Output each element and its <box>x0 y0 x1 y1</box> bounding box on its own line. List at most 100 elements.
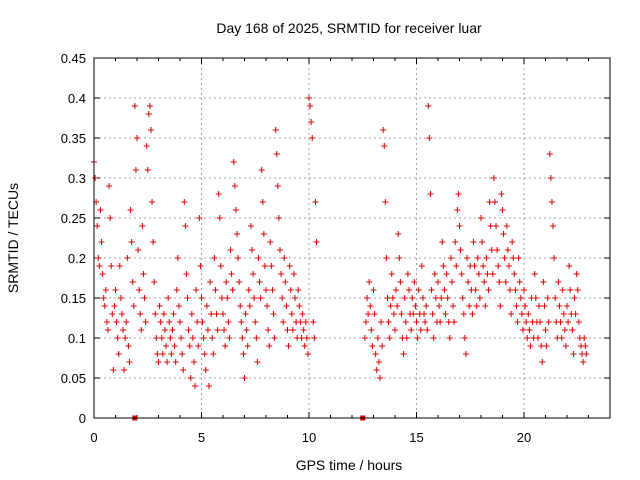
data-point <box>92 175 99 181</box>
data-point <box>390 311 397 317</box>
data-point <box>512 287 519 293</box>
data-point <box>386 335 393 341</box>
data-point <box>296 303 303 309</box>
plot-frame <box>93 57 611 419</box>
data-point <box>387 303 394 309</box>
data-point <box>470 239 477 245</box>
data-point <box>567 287 574 293</box>
data-point <box>179 351 186 357</box>
y-tick-label: 0.45 <box>61 51 86 66</box>
data-point <box>290 271 297 277</box>
y-tick-label: 0.4 <box>68 91 86 106</box>
data-point <box>380 127 387 133</box>
data-point <box>422 319 429 325</box>
data-point <box>107 215 114 221</box>
data-point <box>160 311 167 317</box>
data-point <box>273 151 280 157</box>
data-point <box>410 311 417 317</box>
data-point <box>173 287 180 293</box>
data-point <box>418 263 425 269</box>
data-point <box>226 335 233 341</box>
data-point <box>415 287 422 293</box>
data-point <box>270 311 277 317</box>
data-point <box>405 287 412 293</box>
data-point <box>302 319 309 325</box>
data-point <box>210 351 217 357</box>
data-point <box>213 311 220 317</box>
data-point <box>451 319 458 325</box>
data-point <box>547 175 554 181</box>
data-point <box>193 287 200 293</box>
data-point <box>564 303 570 309</box>
data-point <box>570 351 577 357</box>
data-point <box>571 295 578 301</box>
data-point <box>298 335 305 341</box>
data-point <box>538 343 545 349</box>
data-point <box>208 311 215 317</box>
data-point <box>459 295 466 301</box>
data-point <box>199 319 206 325</box>
data-point <box>452 239 459 245</box>
data-point <box>95 255 102 261</box>
data-point <box>130 303 137 309</box>
data-point <box>255 255 262 261</box>
data-point <box>181 199 188 205</box>
data-point <box>222 343 229 349</box>
data-point <box>259 199 266 205</box>
data-point <box>572 311 579 317</box>
data-point <box>439 239 446 245</box>
data-point <box>243 327 250 333</box>
data-point <box>423 303 430 309</box>
data-point <box>303 335 310 341</box>
y-tick-label: 0 <box>79 411 86 426</box>
data-point <box>517 295 524 301</box>
data-point <box>557 319 564 325</box>
data-point <box>149 199 156 205</box>
data-point <box>269 287 276 293</box>
data-point <box>574 287 581 293</box>
data-point <box>455 191 462 197</box>
data-point <box>118 311 125 317</box>
data-point <box>289 327 296 333</box>
data-point <box>543 343 550 349</box>
data-point <box>503 223 510 229</box>
data-point <box>126 359 133 365</box>
x-tick-label: 20 <box>517 430 531 445</box>
data-point <box>429 311 436 317</box>
data-point <box>394 303 401 309</box>
data-point <box>256 279 263 285</box>
data-point <box>284 327 291 333</box>
data-points <box>91 95 590 389</box>
data-point <box>251 295 258 301</box>
data-point <box>484 271 491 277</box>
data-point <box>131 103 138 109</box>
data-point <box>206 383 213 389</box>
data-point <box>519 327 526 333</box>
data-point <box>490 175 497 181</box>
data-point <box>187 375 194 381</box>
data-point <box>464 255 471 261</box>
data-point <box>527 343 534 349</box>
data-point <box>499 207 506 213</box>
axis-ticks: 0 0.05 0.1 0.15 0.2 0.25 0.3 0.35 0.4 0.45 0 5 10 15 2… <box>61 51 610 445</box>
data-point <box>201 351 208 357</box>
y-tick-label: 0.25 <box>61 211 86 226</box>
data-point <box>261 263 268 269</box>
data-point <box>448 279 455 285</box>
data-point <box>154 351 161 357</box>
data-point <box>510 255 517 261</box>
data-point <box>117 295 124 301</box>
data-point <box>412 303 419 309</box>
data-point <box>361 335 368 341</box>
data-point <box>178 335 185 341</box>
data-point <box>111 303 118 309</box>
data-point <box>445 319 452 325</box>
data-point <box>498 191 505 197</box>
data-point <box>166 319 173 325</box>
data-point <box>142 319 149 325</box>
data-point <box>202 367 209 373</box>
grid <box>94 58 610 418</box>
x-tick-label: 5 <box>198 430 205 445</box>
data-point <box>466 303 473 309</box>
